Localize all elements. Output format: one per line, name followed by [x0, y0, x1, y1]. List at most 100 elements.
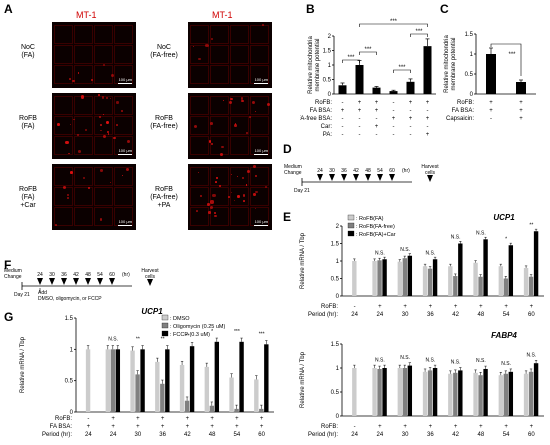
chart-e-fabp4: 0 0.5 1 1.5 Relative mRNA / Tbp FABP4 - 24 +24 N.…	[300, 331, 544, 438]
condition-sign: -	[393, 124, 395, 130]
period-label: 24	[85, 432, 92, 438]
well-grid-cell	[250, 25, 269, 44]
y-tick-label: 1.5	[323, 49, 332, 55]
condition-sign: -	[376, 116, 378, 122]
condition-sign: +	[426, 100, 430, 106]
fluorescent-spot	[110, 73, 114, 78]
rofb-sign: +	[260, 416, 264, 422]
rofb-sign: +	[136, 416, 140, 422]
y-tick-label: 0	[470, 92, 474, 98]
bar	[528, 371, 534, 416]
fluorescent-spot	[77, 72, 80, 74]
y-tick-label: 1	[336, 259, 340, 265]
condition-sign: +	[519, 116, 523, 122]
harvest-marker	[427, 175, 433, 182]
fluorescent-spot	[101, 96, 105, 100]
rofb-sign: +	[530, 304, 534, 310]
time-point-marker	[341, 174, 347, 181]
well-grid-cell	[210, 167, 229, 186]
time-unit-label: (hr)	[402, 168, 410, 174]
fluorescent-spot	[99, 218, 103, 221]
well-grid-cell	[190, 136, 209, 155]
period-label: 42	[452, 312, 459, 318]
rofb-sign: +	[403, 304, 407, 310]
time-point-label: 42	[353, 168, 359, 174]
fluorescent-spot	[230, 191, 233, 193]
fluorescent-spot	[194, 124, 198, 129]
time-point-marker	[37, 278, 43, 285]
y-axis-label: membrane potential	[451, 37, 457, 90]
fluorescent-spot	[72, 79, 75, 83]
panel-label-b: B	[306, 2, 315, 16]
well-grid-cell	[54, 167, 73, 186]
sig-label: N.S.	[476, 358, 486, 364]
period-label: 24	[351, 432, 358, 438]
bar	[427, 370, 433, 416]
bar	[422, 266, 428, 296]
period-label: 48	[478, 432, 485, 438]
mt1-micrograph: 100 μm	[52, 22, 136, 88]
condition-sign: +	[489, 108, 493, 114]
y-tick-label: 0	[336, 414, 340, 420]
fluorescent-spot	[116, 101, 119, 104]
fluorescent-spot	[241, 99, 244, 103]
fluorescent-spot	[125, 168, 129, 172]
condition-sign: -	[410, 108, 412, 114]
fabsa-sign: +	[161, 424, 165, 430]
well-grid-cell	[94, 187, 113, 206]
panel-label-a: A	[4, 2, 13, 16]
fluorescent-spot	[102, 63, 105, 66]
fluorescent-spot	[251, 100, 256, 104]
condition-row-label: FA BSA:	[50, 424, 73, 430]
period-label: 30	[402, 312, 409, 318]
bar	[160, 383, 165, 412]
chart-c-capsaicin: 0 0.5 1 1.5 Relative mitochondria membrane po…	[444, 32, 536, 122]
condition-sign: +	[426, 132, 430, 138]
fluorescent-spot	[100, 169, 103, 172]
fabsa-sign: +	[136, 424, 140, 430]
condition-row-label: RoFB:	[315, 100, 332, 106]
condition-sign: +	[519, 100, 523, 106]
bar	[382, 259, 387, 296]
time-point-marker	[49, 278, 55, 285]
rofb-sign: +	[186, 416, 190, 422]
fluorescent-spot	[255, 190, 258, 194]
sig-label: ***	[259, 332, 265, 338]
micrograph-label: NoC (FA)	[20, 44, 35, 59]
legend-swatch	[347, 230, 355, 237]
legend-swatch	[161, 330, 169, 337]
legend-swatch	[347, 222, 355, 229]
well-grid-cell	[74, 136, 93, 155]
legend-swatch	[161, 314, 169, 321]
fluorescent-spot	[242, 194, 246, 197]
bar	[453, 372, 458, 416]
fluorescent-spot	[210, 37, 214, 41]
fabsa-sign: +	[111, 424, 115, 430]
condition-row-label: RoFB:	[457, 100, 474, 106]
bar	[486, 54, 496, 94]
well-grid-cell	[114, 25, 133, 44]
well-grid-cell	[230, 136, 249, 155]
condition-sign: -	[427, 124, 429, 130]
rofb-sign: +	[429, 424, 433, 430]
fluorescent-spot	[245, 184, 248, 186]
y-tick-label: 2	[328, 34, 332, 40]
fluorescent-spot	[216, 177, 218, 179]
scale-bar: 100 μm	[253, 77, 269, 84]
fluorescent-spot	[230, 173, 232, 175]
chart-title: FABP4	[491, 331, 517, 340]
micrograph-label: NoC (FA-free)	[150, 44, 178, 59]
chart-title: UCP1	[493, 213, 515, 222]
time-point-label: 42	[73, 272, 79, 278]
add-treatment-label: Add	[38, 290, 47, 296]
well-grid-cell	[210, 116, 229, 135]
bar	[352, 368, 357, 416]
bar	[338, 85, 347, 94]
well-grid-cell	[94, 25, 113, 44]
period-label: 36	[159, 432, 166, 438]
fluorescent-spot	[78, 149, 81, 153]
condition-sign: +	[375, 108, 379, 114]
condition-sign: -	[410, 124, 412, 130]
time-point-label: 60	[109, 272, 115, 278]
period-label: 36	[427, 312, 434, 318]
